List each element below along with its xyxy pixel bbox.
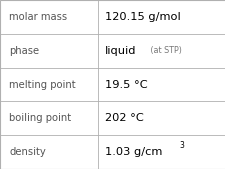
Text: 3: 3 [179, 141, 184, 150]
Text: 1.03 g/cm: 1.03 g/cm [104, 147, 161, 157]
Text: (at STP): (at STP) [147, 46, 181, 55]
Text: 202 °C: 202 °C [104, 113, 143, 123]
Text: melting point: melting point [9, 79, 75, 90]
Text: boiling point: boiling point [9, 113, 71, 123]
Text: density: density [9, 147, 46, 157]
Text: phase: phase [9, 46, 39, 56]
Text: liquid: liquid [104, 46, 136, 56]
Text: 19.5 °C: 19.5 °C [104, 79, 147, 90]
Text: 120.15 g/mol: 120.15 g/mol [104, 12, 180, 22]
Text: molar mass: molar mass [9, 12, 67, 22]
